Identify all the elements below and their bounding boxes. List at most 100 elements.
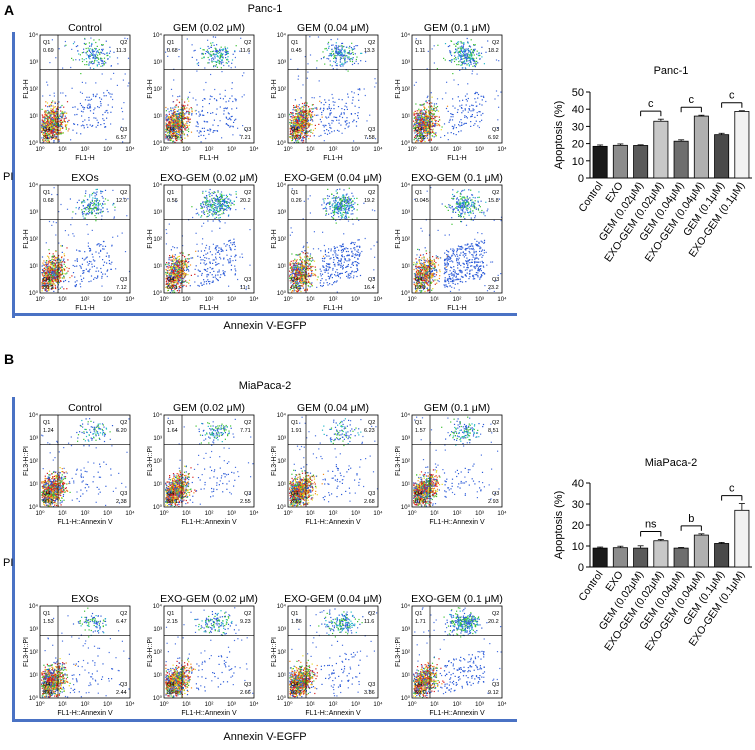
- flow-event-dot: [96, 60, 98, 62]
- flow-event-dot: [87, 206, 89, 208]
- flow-event-dot: [53, 134, 55, 136]
- flow-event-dot: [195, 99, 197, 101]
- flow-event-dot: [108, 255, 110, 257]
- flow-event-dot: [41, 124, 43, 126]
- flow-event-dot: [165, 117, 167, 119]
- flow-event-dot: [108, 92, 110, 94]
- flow-event-dot: [90, 37, 92, 39]
- flow-event-dot: [49, 106, 51, 108]
- flow-event-dot: [48, 273, 51, 275]
- quadrant-value-q3: 7.58: [364, 135, 375, 141]
- flow-event-dot: [227, 124, 229, 126]
- flow-event-dot: [92, 208, 94, 210]
- flow-event-dot: [456, 64, 458, 66]
- y-tick-label: 10⁰: [153, 140, 163, 147]
- flow-event-dot: [340, 50, 342, 52]
- flow-event-dot: [329, 124, 331, 126]
- flow-event-dot: [170, 122, 172, 125]
- flow-event-dot: [351, 59, 354, 61]
- flow-event-dot: [47, 118, 49, 120]
- flow-event-dot: [331, 93, 333, 96]
- flow-event-dot: [53, 122, 55, 124]
- flow-event-dot: [217, 52, 219, 54]
- flow-event-dot: [210, 51, 212, 53]
- flow-event-dot: [66, 267, 68, 269]
- flow-event-dot: [41, 114, 43, 116]
- flow-event-dot: [216, 44, 218, 46]
- flow-event-dot: [181, 138, 183, 140]
- flow-event-dot: [58, 48, 60, 50]
- flow-event-dot: [307, 63, 309, 65]
- y-tick-label: 10⁴: [29, 32, 39, 39]
- flow-event-dot: [172, 110, 174, 112]
- flow-event-dot: [96, 244, 98, 246]
- flow-event-dot: [184, 124, 186, 126]
- flow-event-dot: [172, 132, 174, 135]
- flow-event-dot: [328, 116, 330, 118]
- flow-event-dot: [88, 49, 90, 51]
- flow-event-dot: [53, 107, 55, 109]
- flow-event-dot: [432, 117, 435, 120]
- flow-event-dot: [174, 132, 176, 134]
- flow-event-dot: [100, 105, 102, 107]
- flow-event-dot: [41, 121, 43, 123]
- flow-event-dot: [171, 130, 173, 132]
- flow-event-dot: [59, 124, 61, 126]
- flow-event-dot: [89, 54, 91, 56]
- flow-event-dot: [98, 245, 101, 247]
- flow-event-dot: [170, 133, 172, 135]
- flow-event-dot: [470, 61, 472, 64]
- flow-event-dot: [329, 60, 331, 62]
- flow-event-dot: [83, 277, 85, 279]
- flow-event-dot: [461, 58, 463, 60]
- flow-event-dot: [320, 134, 322, 137]
- flow-event-dot: [85, 206, 87, 209]
- flow-event-dot: [459, 51, 461, 53]
- flow-event-dot: [344, 127, 346, 130]
- flow-event-dot: [333, 116, 335, 118]
- flow-event-dot: [166, 119, 168, 121]
- quadrant-label-q3: Q3: [120, 127, 127, 133]
- flow-event-dot: [96, 57, 98, 59]
- flow-event-dot: [84, 201, 86, 203]
- flow-event-dot: [348, 125, 350, 127]
- x-tick-label: 10³: [103, 147, 112, 153]
- flow-event-dot: [303, 114, 305, 116]
- flow-event-dot: [450, 113, 452, 115]
- flow-event-dot: [425, 123, 427, 126]
- flow-event-dot: [306, 110, 308, 112]
- flow-event-dot: [65, 127, 68, 129]
- flow-event-dot: [465, 98, 467, 101]
- flow-event-dot: [331, 54, 333, 56]
- flow-event-dot: [232, 125, 234, 127]
- flow-event-dot: [49, 122, 51, 125]
- flow-event-dot: [58, 266, 60, 268]
- flow-event-dot: [294, 115, 296, 117]
- flow-event-dot: [176, 135, 178, 137]
- flow-event-dot: [81, 115, 83, 117]
- flow-event-dot: [290, 58, 292, 60]
- flow-event-dot: [94, 57, 96, 59]
- flow-event-dot: [45, 260, 48, 262]
- flow-event-dot: [336, 55, 338, 57]
- flow-event-dot: [92, 54, 94, 56]
- flow-event-dot: [168, 126, 170, 128]
- flow-event-dot: [459, 105, 461, 107]
- flow-event-dot: [434, 110, 436, 112]
- flow-event-dot: [477, 62, 479, 64]
- flow-event-dot: [306, 132, 308, 134]
- flow-event-dot: [312, 129, 315, 131]
- flow-event-dot: [168, 128, 170, 130]
- flow-event-dot: [202, 114, 204, 116]
- flow-event-dot: [351, 91, 353, 93]
- flow-event-dot: [437, 110, 440, 112]
- flow-event-dot: [56, 117, 58, 119]
- flow-event-dot: [44, 118, 46, 120]
- flow-event-dot: [55, 266, 57, 268]
- flow-event-dot: [176, 125, 178, 127]
- flow-event-dot: [416, 119, 418, 121]
- flow-event-dot: [182, 126, 185, 129]
- flow-event-dot: [88, 209, 91, 211]
- flow-event-dot: [482, 112, 484, 115]
- flow-event-dot: [170, 131, 173, 133]
